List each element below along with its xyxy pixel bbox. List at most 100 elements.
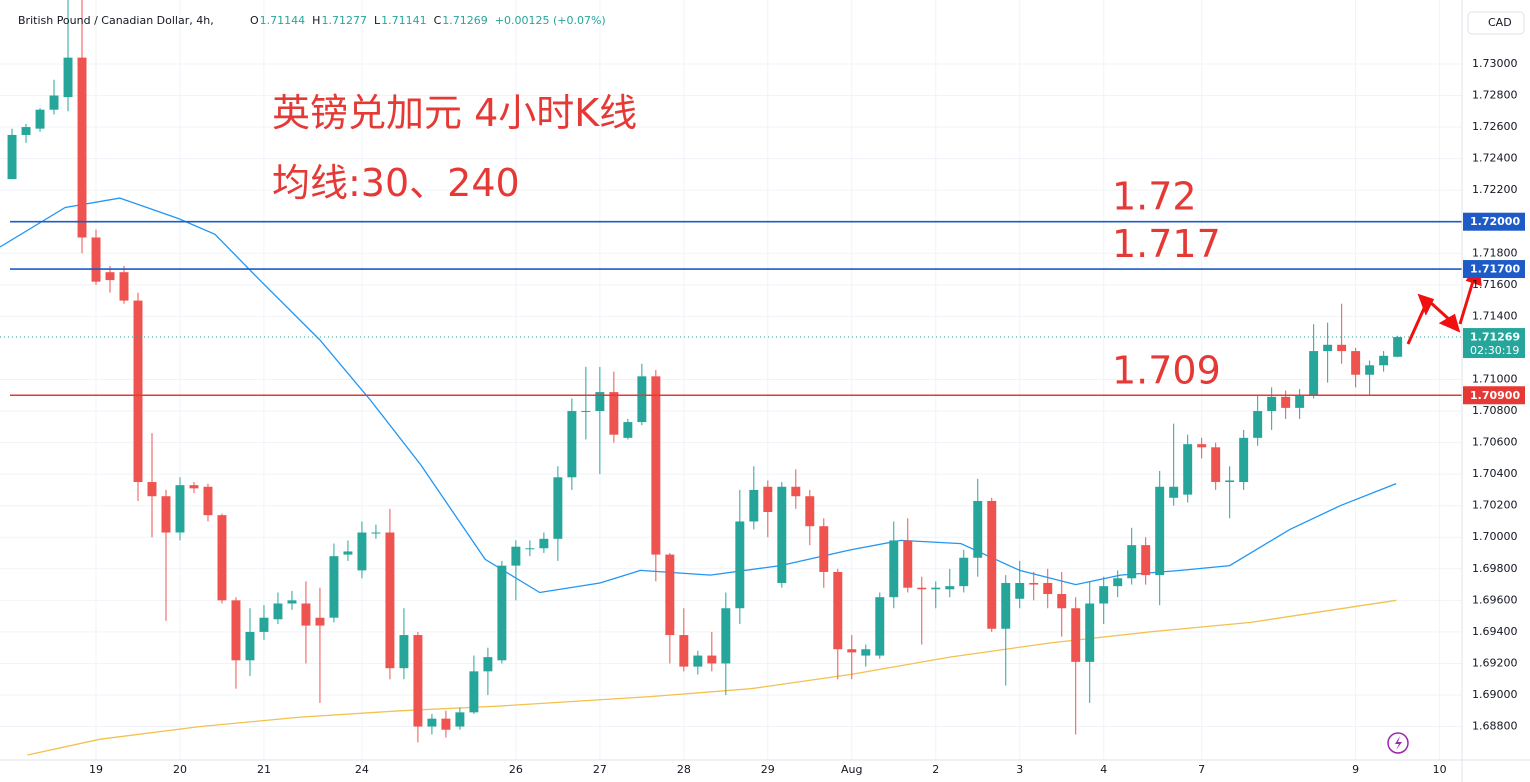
candle-body xyxy=(35,109,45,129)
x-tick-label: 10 xyxy=(1433,763,1447,776)
icon-bolt[interactable] xyxy=(1395,736,1402,750)
candle-body xyxy=(77,57,87,238)
candle-body xyxy=(1267,396,1277,412)
candle-body xyxy=(707,655,717,664)
candle-body xyxy=(133,300,143,483)
candle-body xyxy=(847,649,857,653)
candle-body xyxy=(1113,578,1123,587)
candle-body xyxy=(1253,411,1263,438)
candle-body xyxy=(1337,344,1347,352)
ohlc-key: O xyxy=(250,14,259,27)
level-tag xyxy=(1463,212,1525,231)
candle-body xyxy=(917,587,927,590)
candle-body xyxy=(119,272,129,301)
y-tick-label: 1.71000 xyxy=(1472,372,1518,385)
candle-body xyxy=(1001,582,1011,629)
y-tick-label: 1.72200 xyxy=(1472,183,1518,196)
candle-body xyxy=(567,411,577,478)
candle-body xyxy=(595,392,605,412)
candle-body xyxy=(1211,447,1221,483)
candle-body xyxy=(427,718,437,727)
candle-body xyxy=(161,496,171,533)
candle-body xyxy=(973,500,983,558)
candle-body xyxy=(1085,603,1095,662)
x-tick-label: 2 xyxy=(932,763,939,776)
currency-button[interactable] xyxy=(1467,11,1525,35)
level-tag-label: 1.72000 xyxy=(1470,215,1520,228)
candle-body xyxy=(1309,351,1319,396)
candle-body xyxy=(889,540,899,598)
y-tick-label: 1.69600 xyxy=(1472,593,1518,606)
y-tick-label: 1.71600 xyxy=(1472,278,1518,291)
candle-body xyxy=(749,489,759,522)
header: British Pound / Canadian Dollar, 4h, O 1.… xyxy=(18,14,606,27)
candle-body xyxy=(105,272,115,281)
candle-body xyxy=(1379,355,1389,366)
candle-body xyxy=(1365,365,1375,375)
arrow-head xyxy=(1417,293,1435,316)
y-tick-label: 1.70000 xyxy=(1472,530,1518,543)
x-tick-label: 27 xyxy=(593,763,607,776)
candle-body xyxy=(1071,608,1081,662)
candle-body xyxy=(735,521,745,609)
candle-body xyxy=(525,548,535,550)
candle-body xyxy=(497,565,507,661)
subtitle: 均线:30、240 xyxy=(272,161,520,205)
alert-icon[interactable] xyxy=(1387,732,1409,754)
candle-body xyxy=(875,597,885,656)
currency[interactable]: CAD xyxy=(1488,16,1512,29)
ohlc-value: 1.71144 xyxy=(260,14,306,27)
countdown: 02:30:19 xyxy=(1470,344,1519,357)
x-tick-label: 7 xyxy=(1198,763,1205,776)
x-tick-label: 21 xyxy=(257,763,271,776)
candle-body xyxy=(441,718,451,730)
candle-body xyxy=(1393,337,1403,357)
y-tick-label: 1.70600 xyxy=(1472,436,1518,449)
candle-body xyxy=(1029,582,1039,585)
candle-body xyxy=(455,712,465,727)
candle-body xyxy=(91,237,101,282)
candle-body xyxy=(147,482,157,497)
candle-body xyxy=(833,571,843,650)
candle-body xyxy=(637,376,647,423)
moving-average xyxy=(0,197,1397,594)
y-tick-label: 1.73000 xyxy=(1472,57,1518,70)
last-price-label: 1.71269 xyxy=(1470,331,1520,344)
candle-body xyxy=(777,486,787,583)
candle-body xyxy=(805,496,815,527)
candle-body xyxy=(329,556,339,618)
candle-body xyxy=(945,586,955,590)
candle-body xyxy=(1141,545,1151,576)
candle-body xyxy=(1099,586,1109,604)
candle-body xyxy=(581,411,591,413)
candle-body xyxy=(539,538,549,549)
y-tick-label: 1.69000 xyxy=(1472,688,1518,701)
level-tag-label: 1.70900 xyxy=(1470,389,1520,402)
candle-body xyxy=(231,600,241,661)
ohlc-value: 1.71277 xyxy=(321,14,367,27)
candle-body xyxy=(259,617,269,632)
x-tick-label: Aug xyxy=(841,763,862,776)
candle-body xyxy=(63,57,73,98)
candle-body xyxy=(819,526,829,572)
candle-body xyxy=(1239,437,1249,483)
y-tick-label: 1.70200 xyxy=(1472,499,1518,512)
moving-average xyxy=(27,599,1397,756)
candle-body xyxy=(861,649,871,656)
ohlc-value: 1.71269 xyxy=(442,14,488,27)
candle-body xyxy=(791,486,801,497)
level-tag xyxy=(1463,386,1525,405)
candle-body xyxy=(203,486,213,516)
x-tick-label: 20 xyxy=(173,763,187,776)
candle-body xyxy=(287,600,297,604)
candle-body xyxy=(1197,444,1207,448)
candle-body xyxy=(7,134,17,180)
y-tick-label: 1.70800 xyxy=(1472,404,1518,417)
plot xyxy=(0,0,1462,756)
arrow-head xyxy=(1438,313,1461,333)
candle-body xyxy=(371,532,381,534)
candle-body xyxy=(903,540,913,588)
x-tick-label: 19 xyxy=(89,763,103,776)
